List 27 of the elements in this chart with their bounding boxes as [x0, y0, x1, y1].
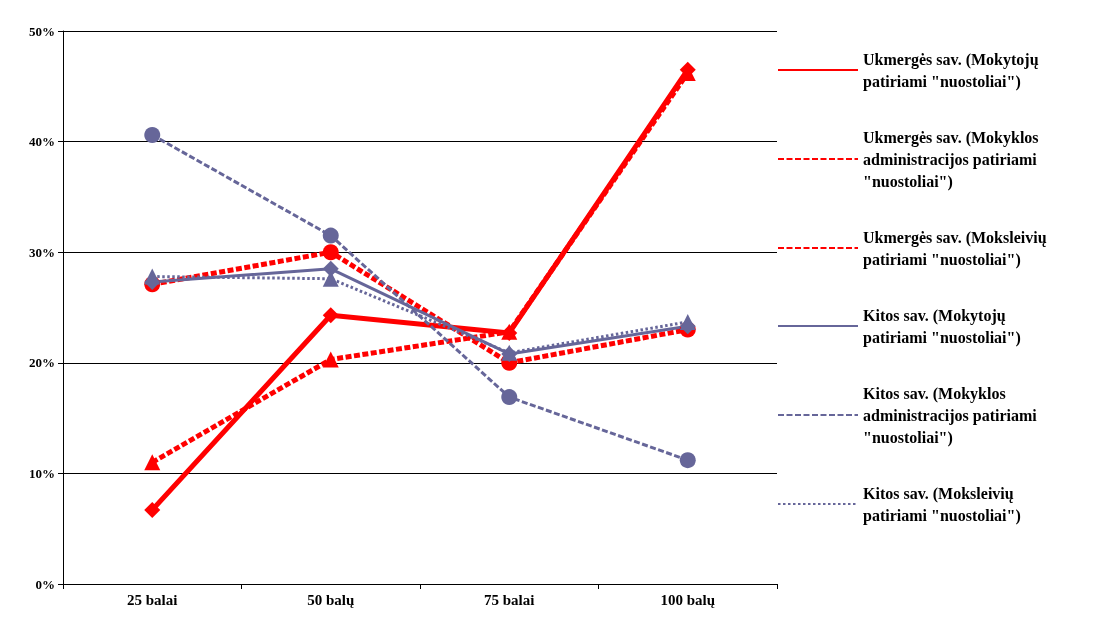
point	[144, 501, 161, 518]
legend-label: Ukmergės sav. (Mokytojų patiriami "nuostoliai")	[863, 50, 1043, 91]
point	[322, 244, 339, 261]
y-tick-label: 20%	[29, 355, 55, 371]
point	[679, 313, 696, 330]
point	[322, 307, 339, 324]
point	[501, 389, 518, 406]
y-tick-label: 40%	[29, 134, 55, 150]
x-tick-label: 50 balų	[307, 591, 355, 608]
point	[144, 268, 161, 285]
legend-label: Kitos sav. (Mokyklos administracijos patiriami "nuostoliai")	[863, 384, 1041, 447]
legend-label: Kitos sav. (Moksleivių patiriami "nuostoliai")	[863, 484, 1021, 525]
legend-label: Kitos sav. (Mokytojų patiriami "nuostoliai")	[863, 306, 1021, 347]
x-tick-label: 25 balai	[127, 591, 178, 608]
point	[322, 227, 339, 244]
point	[679, 452, 696, 469]
legend-label: Ukmergės sav. (Mokyklos administracijos patiriami "nuostoliai")	[863, 128, 1043, 191]
legend-label: Ukmergės sav. (Moksleivių patiriami "nuostoliai")	[863, 228, 1051, 269]
y-tick-label: 50%	[29, 23, 55, 39]
y-tick-label: 10%	[29, 465, 55, 481]
y-tick-label: 0%	[35, 576, 55, 592]
y-tick-label: 30%	[29, 244, 55, 260]
point	[322, 351, 339, 368]
x-tick-label: 100 balų	[660, 591, 716, 608]
x-tick-label: 75 balai	[484, 591, 535, 608]
point	[144, 126, 161, 143]
point	[144, 454, 161, 471]
